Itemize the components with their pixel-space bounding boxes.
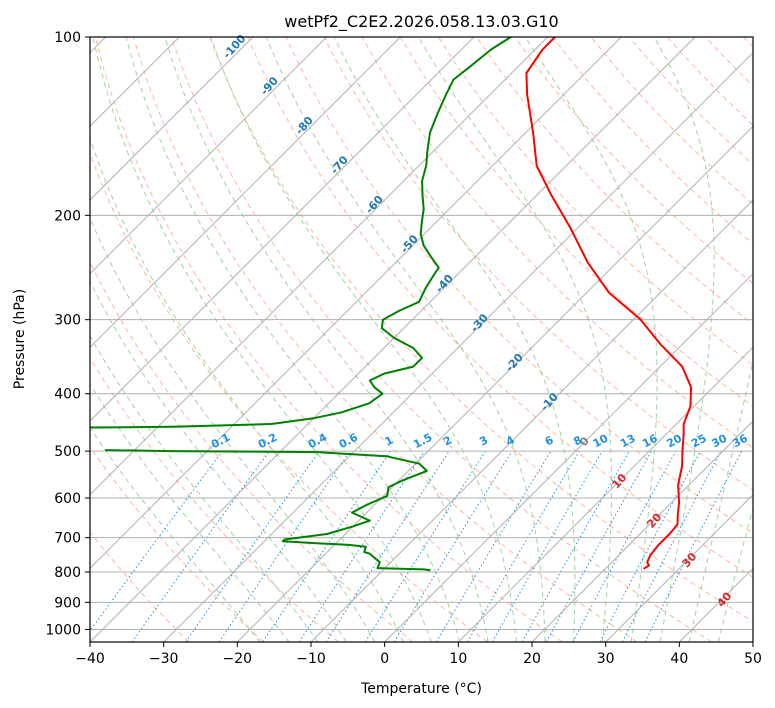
mixing-ratio-label: 36 (730, 432, 750, 451)
isotherm-line (90, 37, 696, 642)
mixing-ratio-line (325, 450, 450, 642)
mixing-ratio-line (262, 450, 392, 642)
mixing-ratio-label: 16 (640, 432, 660, 451)
dry-adiabat (90, 152, 488, 642)
y-tick-label: 500 (54, 444, 81, 460)
moist-adiabat (92, 37, 432, 642)
x-tick-label: −10 (296, 651, 326, 667)
moist-adiabat (418, 37, 613, 642)
chart-title: wetPf2_C2E2.2026.058.13.03.G10 (284, 12, 558, 32)
moist-adiabat (90, 136, 404, 642)
x-tick-label: 0 (380, 651, 389, 667)
isotherm-line (90, 37, 622, 570)
mixing-ratio-line (572, 450, 677, 642)
mixing-ratio-line (90, 450, 223, 632)
mixing-ratio-label: 13 (618, 432, 638, 451)
dry-adiabat (514, 37, 753, 285)
dry-adiabat (90, 531, 190, 642)
moist-adiabat (90, 426, 261, 642)
x-tick-label: −20 (223, 651, 253, 667)
dry-adiabat (209, 37, 753, 623)
profile-line-2 (105, 449, 431, 572)
y-tick-label: 900 (54, 595, 81, 611)
mixing-ratio-line (298, 450, 425, 642)
dry-adiabat (247, 37, 753, 578)
moist-adiabat (90, 216, 376, 642)
mixing-ratio-line (545, 450, 653, 642)
x-tick-label: −40 (75, 651, 105, 667)
moist-adiabat (164, 37, 489, 642)
moist-adiabat (265, 37, 546, 642)
x-tick-label: 50 (744, 651, 762, 667)
x-tick-label: −30 (149, 651, 179, 667)
x-tick-label: 40 (670, 651, 688, 667)
y-tick-label: 800 (54, 565, 81, 581)
mixing-ratio-line (644, 450, 743, 642)
plot-background (90, 37, 753, 642)
x-tick-label: 30 (597, 651, 615, 667)
isotherm-line (90, 37, 254, 201)
dry-adiabat (171, 37, 712, 642)
y-tick-label: 600 (54, 491, 81, 507)
mixing-ratio-label: 20 (664, 432, 684, 451)
y-tick-label: 700 (54, 531, 81, 547)
isotherm-line (310, 199, 753, 642)
plot-frame (89, 36, 754, 643)
y-axis-title: Pressure (hPa) (12, 289, 28, 389)
isotherm-line (90, 37, 549, 496)
isotherm-line (236, 125, 753, 642)
y-tick-label: 400 (54, 387, 81, 403)
mixing-ratio-label: 25 (689, 432, 709, 451)
isotherm-line (163, 51, 753, 642)
moist-adiabat (333, 37, 576, 642)
x-axis-title: Temperature (°C) (360, 681, 482, 697)
isotherm-line (605, 493, 753, 642)
mixing-ratio-line (393, 450, 513, 642)
axis-ticks: −40 −30 −20 −10 0 10 20 30 40 50 100 200 300 400 500 60… (45, 30, 762, 667)
plot-area (90, 37, 753, 642)
isotherm-line (90, 37, 475, 422)
y-tick-label: 200 (54, 208, 81, 224)
dry-adiabat (90, 446, 264, 642)
mixing-ratio-line (218, 450, 351, 642)
x-tick-label: 10 (449, 651, 467, 667)
y-tick-label: 1000 (45, 622, 81, 638)
moist-adiabat (210, 37, 517, 642)
mixing-ratio-line (521, 450, 630, 642)
moist-adiabat (524, 37, 658, 642)
dry-adiabat (361, 37, 753, 449)
moist-adiabat (653, 37, 715, 642)
x-tick-label: 20 (523, 651, 541, 667)
profile-line-3 (90, 37, 512, 429)
isotherm-line (90, 37, 328, 275)
moist-adiabat (90, 382, 290, 642)
isotherm-line (752, 641, 753, 642)
mixing-ratio-label: 10 (591, 432, 611, 451)
y-tick-label: 100 (54, 30, 81, 46)
isotherm-line (531, 420, 753, 642)
dry-adiabat (90, 356, 339, 642)
y-tick-label: 300 (54, 313, 81, 329)
profile-line-1 (525, 37, 693, 570)
isotherm-line (90, 37, 401, 349)
isotherm-line (457, 346, 753, 642)
dry-adiabat (94, 37, 563, 642)
isotherm-line (384, 272, 753, 642)
mixing-ratio-line (185, 450, 320, 642)
mixing-ratio-label: 30 (710, 432, 730, 451)
mixing-ratio-line (131, 450, 270, 642)
moist-adiabat (90, 334, 319, 642)
